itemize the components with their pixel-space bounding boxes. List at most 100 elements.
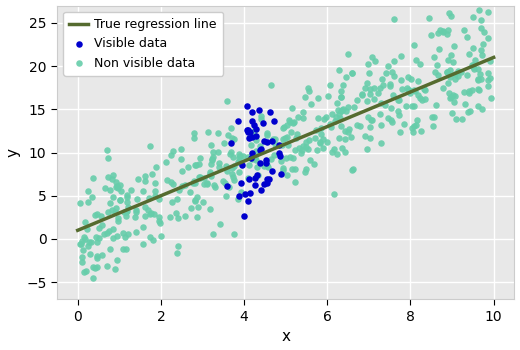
Non visible data (267, 156, 276, 161)
Non visible data (466, 108, 474, 113)
Non visible data (166, 152, 175, 158)
Non visible data (421, 97, 430, 102)
Non visible data (312, 128, 320, 133)
Non visible data (147, 172, 155, 177)
Non visible data (410, 42, 418, 48)
Non visible data (353, 98, 361, 103)
Non visible data (144, 207, 152, 212)
Non visible data (230, 163, 238, 169)
Non visible data (366, 135, 374, 140)
Non visible data (252, 158, 260, 163)
Non visible data (376, 122, 385, 128)
Non visible data (286, 154, 294, 160)
Non visible data (407, 76, 415, 81)
Non visible data (384, 115, 392, 121)
Non visible data (193, 215, 201, 220)
Non visible data (222, 193, 230, 199)
Non visible data (278, 136, 287, 142)
Non visible data (189, 178, 198, 184)
Non visible data (104, 155, 112, 161)
Visible data (246, 190, 254, 196)
Non visible data (228, 171, 236, 176)
Non visible data (114, 186, 123, 191)
Non visible data (420, 86, 428, 92)
Non visible data (328, 149, 336, 155)
Non visible data (219, 140, 228, 146)
Non visible data (366, 86, 374, 92)
Visible data (252, 172, 261, 178)
Visible data (276, 153, 284, 159)
Non visible data (225, 184, 233, 190)
Visible data (275, 142, 283, 148)
Non visible data (234, 196, 242, 201)
Non visible data (206, 173, 215, 179)
Non visible data (196, 174, 204, 180)
Non visible data (230, 231, 238, 237)
Non visible data (409, 129, 418, 134)
Non visible data (386, 83, 394, 89)
Non visible data (342, 108, 350, 114)
Non visible data (378, 76, 386, 82)
Non visible data (150, 194, 159, 199)
Visible data (262, 160, 270, 165)
Non visible data (116, 188, 125, 194)
Non visible data (141, 173, 150, 178)
Non visible data (215, 164, 224, 170)
X-axis label: x: x (281, 329, 290, 344)
Non visible data (77, 238, 86, 244)
Non visible data (331, 119, 339, 124)
Non visible data (85, 239, 93, 245)
Non visible data (174, 243, 183, 248)
Non visible data (206, 171, 214, 177)
Visible data (263, 176, 271, 181)
Non visible data (107, 176, 115, 181)
Non visible data (316, 139, 324, 145)
Non visible data (80, 234, 88, 240)
Non visible data (409, 103, 418, 109)
Non visible data (155, 218, 163, 224)
Non visible data (82, 268, 90, 274)
Non visible data (478, 52, 487, 58)
Non visible data (111, 184, 120, 190)
Visible data (269, 118, 278, 124)
Non visible data (191, 162, 199, 168)
Non visible data (278, 142, 287, 148)
Non visible data (86, 251, 95, 257)
Non visible data (204, 130, 213, 135)
Non visible data (196, 175, 204, 181)
Non visible data (112, 258, 121, 263)
Visible data (234, 118, 242, 123)
Visible data (238, 163, 246, 168)
Non visible data (184, 165, 192, 170)
Non visible data (363, 146, 371, 152)
Non visible data (339, 82, 347, 88)
Visible data (255, 107, 264, 112)
Visible data (250, 122, 258, 127)
Non visible data (447, 14, 455, 19)
Non visible data (322, 114, 331, 120)
Non visible data (223, 168, 231, 174)
Non visible data (477, 18, 485, 23)
Non visible data (173, 196, 181, 202)
Non visible data (139, 241, 147, 246)
Non visible data (192, 162, 200, 167)
Non visible data (208, 158, 216, 163)
Non visible data (172, 210, 180, 216)
Non visible data (427, 114, 436, 119)
Non visible data (366, 125, 374, 130)
Non visible data (394, 108, 402, 114)
Non visible data (277, 158, 285, 163)
Non visible data (484, 70, 492, 76)
Non visible data (103, 230, 111, 236)
Non visible data (146, 211, 154, 217)
Non visible data (122, 246, 131, 251)
Non visible data (251, 155, 259, 161)
Non visible data (444, 57, 452, 63)
Non visible data (379, 82, 387, 88)
Non visible data (375, 86, 384, 91)
Non visible data (339, 106, 347, 111)
Non visible data (90, 212, 99, 217)
Non visible data (337, 89, 345, 94)
Non visible data (412, 122, 420, 127)
Non visible data (174, 215, 183, 220)
